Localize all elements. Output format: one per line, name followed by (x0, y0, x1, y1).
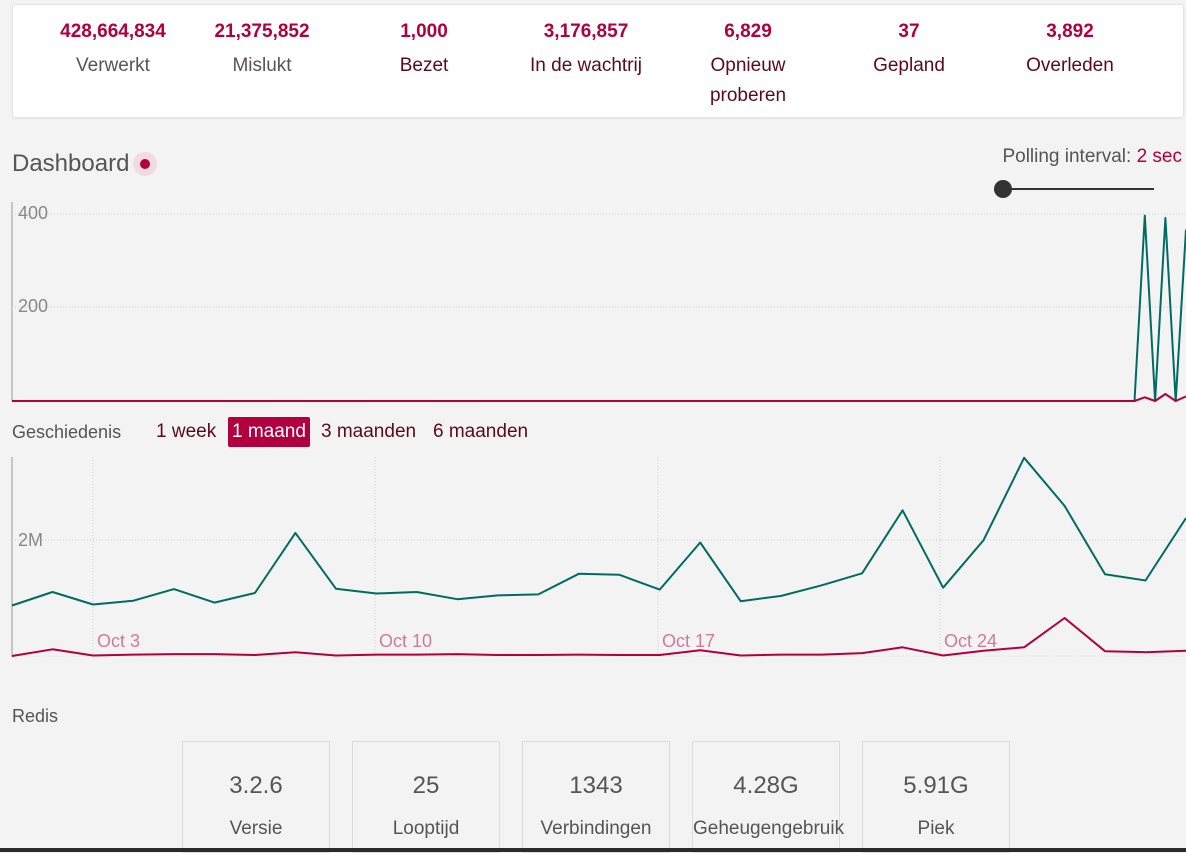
stat-value: 428,664,834 (60, 21, 166, 42)
series-line-verwerkt (12, 214, 1186, 402)
x-tick-label: Oct 10 (379, 631, 432, 651)
y-tick-label: 400 (18, 203, 48, 223)
x-tick-label: Oct 24 (944, 631, 997, 651)
polling-slider-handle[interactable] (994, 180, 1012, 198)
y-tick-label: 2M (18, 530, 43, 550)
y-tick-label: 200 (18, 296, 48, 316)
history-chart: 2M Oct 3 Oct 10 Oct 17 Oct 24 (11, 456, 1186, 657)
redis-value: 3.2.6 (229, 772, 283, 799)
redis-value: 25 (412, 772, 440, 799)
stat-value: 37 (898, 21, 920, 42)
stat-value: 6,829 (724, 21, 772, 42)
bottom-edge (0, 848, 1186, 852)
history-label: Geschiedenis (12, 422, 122, 442)
polling-interval: Polling interval: 2 sec (1002, 146, 1182, 168)
live-indicator-icon[interactable] (133, 152, 157, 176)
realtime-chart: 400 200 (11, 202, 1186, 402)
stat-label: Gepland (873, 55, 945, 76)
range-1-month[interactable]: 1 maand (228, 417, 310, 447)
stat-label: Mislukt (232, 55, 292, 76)
stat-value: 3,892 (1046, 21, 1094, 42)
series-line-verwerkt (11, 456, 1186, 607)
series-line-mislukt (12, 393, 1186, 402)
stat-label: Verwerkt (76, 55, 150, 76)
stat-value: 21,375,852 (214, 21, 310, 42)
redis-label: Piek (917, 818, 955, 839)
redis-section-title: Redis (12, 706, 59, 726)
redis-memory-card: 4.28G Geheugengebruik (692, 741, 845, 853)
redis-connections-card: 1343 Verbindingen (522, 741, 670, 853)
x-tick-label: Oct 17 (662, 631, 715, 651)
redis-label: Verbindingen (540, 818, 652, 839)
redis-version-card: 3.2.6 Versie (182, 741, 330, 853)
polling-value: 2 sec (1136, 146, 1182, 167)
polling-slider-track[interactable] (1003, 188, 1154, 190)
redis-uptime-card: 25 Looptijd (352, 741, 500, 853)
page-title: Dashboard (12, 150, 130, 177)
stat-value: 3,176,857 (543, 21, 629, 42)
stat-label: Bezet (399, 55, 449, 76)
stat-label: Overleden (1026, 55, 1114, 76)
polling-label: Polling interval: (1002, 146, 1132, 167)
range-1-week[interactable]: 1 week (156, 421, 217, 442)
redis-value: 5.91G (903, 772, 969, 799)
series-line-mislukt (11, 617, 1186, 657)
range-3-months[interactable]: 3 maanden (321, 421, 417, 442)
stat-label: In de wachtrij (530, 55, 642, 76)
redis-value: 1343 (569, 772, 623, 799)
stat-value: 1,000 (400, 21, 448, 42)
redis-label: Looptijd (392, 818, 460, 839)
redis-label: Versie (229, 818, 283, 839)
x-tick-label: Oct 3 (97, 631, 140, 651)
stats-summary-bar: 428,664,834 Verwerkt 21,375,852 Mislukt … (12, 4, 1184, 118)
redis-peak-card: 5.91G Piek (862, 741, 1010, 853)
stat-label: Opnieuw proberen (709, 55, 787, 106)
redis-label: Geheugengebruik (693, 818, 845, 839)
redis-value: 4.28G (733, 772, 799, 799)
range-6-months[interactable]: 6 maanden (433, 421, 529, 442)
